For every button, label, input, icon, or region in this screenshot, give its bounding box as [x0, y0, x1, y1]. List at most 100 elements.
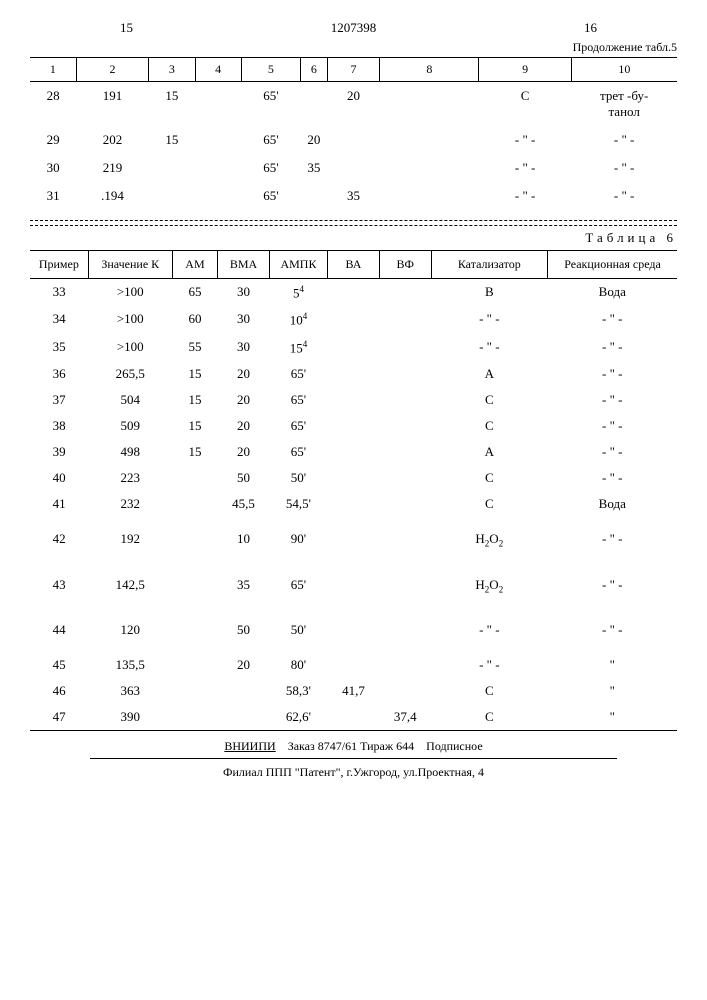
table-cell: 363	[88, 678, 172, 704]
table-row: 37504152065'С- " -	[30, 387, 677, 413]
table-cell	[328, 279, 380, 307]
table-cell	[195, 182, 241, 210]
table-cell: 46	[30, 678, 88, 704]
table-cell: 54,5'	[269, 491, 327, 517]
table-cell	[327, 126, 380, 154]
table-cell: - " -	[431, 334, 547, 361]
table-cell: 65'	[241, 154, 300, 182]
table-cell: 43	[30, 563, 88, 609]
table-cell	[172, 517, 217, 563]
table-cell: 10	[218, 517, 270, 563]
table-cell	[380, 154, 479, 182]
table-row: 31.19465'35- " -- " -	[30, 182, 677, 210]
table-cell: 30	[218, 279, 270, 307]
table-cell	[328, 306, 380, 333]
table-row: 36265,5152065'А- " -	[30, 361, 677, 387]
table-row: 402235050'С- " -	[30, 465, 677, 491]
table-cell: 65'	[269, 361, 327, 387]
table-cell: 15	[172, 361, 217, 387]
table-cell: 65'	[241, 182, 300, 210]
table-cell: 44	[30, 608, 88, 652]
table-row: 4123245,554,5'СВода	[30, 491, 677, 517]
table-row: 421921090'H2O2- " -	[30, 517, 677, 563]
table-cell: 504	[88, 387, 172, 413]
table-cell	[379, 387, 431, 413]
t5-h3: 3	[149, 58, 195, 82]
table-cell: 30	[218, 334, 270, 361]
table-cell: С	[431, 678, 547, 704]
table-cell: 15	[149, 126, 195, 154]
table-cell: 223	[88, 465, 172, 491]
table-cell	[379, 413, 431, 439]
table-cell	[218, 678, 270, 704]
table-cell	[379, 306, 431, 333]
table-row: 4739062,6'37,4С"	[30, 704, 677, 731]
t5-h7: 7	[327, 58, 380, 82]
table-row: 35>1005530154- " -- " -	[30, 334, 677, 361]
footer-line-1: ВНИИПИ Заказ 8747/61 Тираж 644 Подписное	[90, 737, 617, 759]
t6-h5: АМПК	[269, 251, 327, 279]
t5-h4: 4	[195, 58, 241, 82]
table-cell: - " -	[548, 608, 677, 652]
table-cell: 20	[218, 439, 270, 465]
table-cell: >100	[88, 279, 172, 307]
continuation-label: Продолжение табл.5	[30, 40, 677, 55]
table-cell: - " -	[548, 306, 677, 333]
table-6-title: Таблица 6	[30, 230, 677, 246]
table-cell	[328, 608, 380, 652]
footer-line-2: Филиал ППП "Патент", г.Ужгород, ул.Проек…	[30, 759, 677, 780]
table-row: 33>100653054ВВода	[30, 279, 677, 307]
table-row: 441205050'- " -- " -	[30, 608, 677, 652]
table-cell: 142,5	[88, 563, 172, 609]
table-row: 45135,52080'- " -"	[30, 652, 677, 678]
table-cell: 202	[76, 126, 149, 154]
table-cell	[195, 154, 241, 182]
table-cell: 34	[30, 306, 88, 333]
table-cell: "	[548, 704, 677, 731]
table-cell: 50	[218, 608, 270, 652]
t6-h3: АМ	[172, 251, 217, 279]
table-cell: 42	[30, 517, 88, 563]
table-cell: 20	[218, 413, 270, 439]
t5-h1: 1	[30, 58, 76, 82]
table-cell: 20	[327, 82, 380, 127]
footer: ВНИИПИ Заказ 8747/61 Тираж 644 Подписное…	[30, 737, 677, 780]
table-cell: 31	[30, 182, 76, 210]
table-row: 292021565'20- " -- " -	[30, 126, 677, 154]
table-cell: 35	[327, 182, 380, 210]
table-cell: >100	[88, 306, 172, 333]
table-cell: - " -	[431, 652, 547, 678]
table-cell: 232	[88, 491, 172, 517]
table-cell: - " -	[548, 563, 677, 609]
table-cell	[328, 387, 380, 413]
table-cell: 65'	[241, 82, 300, 127]
table-cell: - " -	[479, 182, 571, 210]
table-cell: 498	[88, 439, 172, 465]
table-cell: 20	[218, 361, 270, 387]
table-cell: - " -	[548, 517, 677, 563]
footer-sub: Подписное	[426, 739, 483, 753]
table-cell: >100	[88, 334, 172, 361]
table-cell: - " -	[548, 334, 677, 361]
table-cell	[380, 182, 479, 210]
table-cell	[195, 82, 241, 127]
table-cell	[301, 82, 327, 127]
table-cell: 390	[88, 704, 172, 731]
table-cell: 50'	[269, 465, 327, 491]
table-cell: Вода	[548, 491, 677, 517]
table-cell	[172, 563, 217, 609]
table-cell	[379, 563, 431, 609]
table-row: 38509152065'С- " -	[30, 413, 677, 439]
dashed-separator	[30, 220, 677, 226]
table-cell	[328, 413, 380, 439]
t5-h8: 8	[380, 58, 479, 82]
table-6: Пример Значение К АМ ВМА АМПК ВА ВФ Ката…	[30, 250, 677, 731]
table-cell: С	[431, 413, 547, 439]
t6-h2: Значение К	[88, 251, 172, 279]
table-cell: 28	[30, 82, 76, 127]
table-cell: 54	[269, 279, 327, 307]
table-cell: 219	[76, 154, 149, 182]
table-cell	[379, 608, 431, 652]
table-cell: 65'	[269, 413, 327, 439]
table-cell: 20	[218, 387, 270, 413]
